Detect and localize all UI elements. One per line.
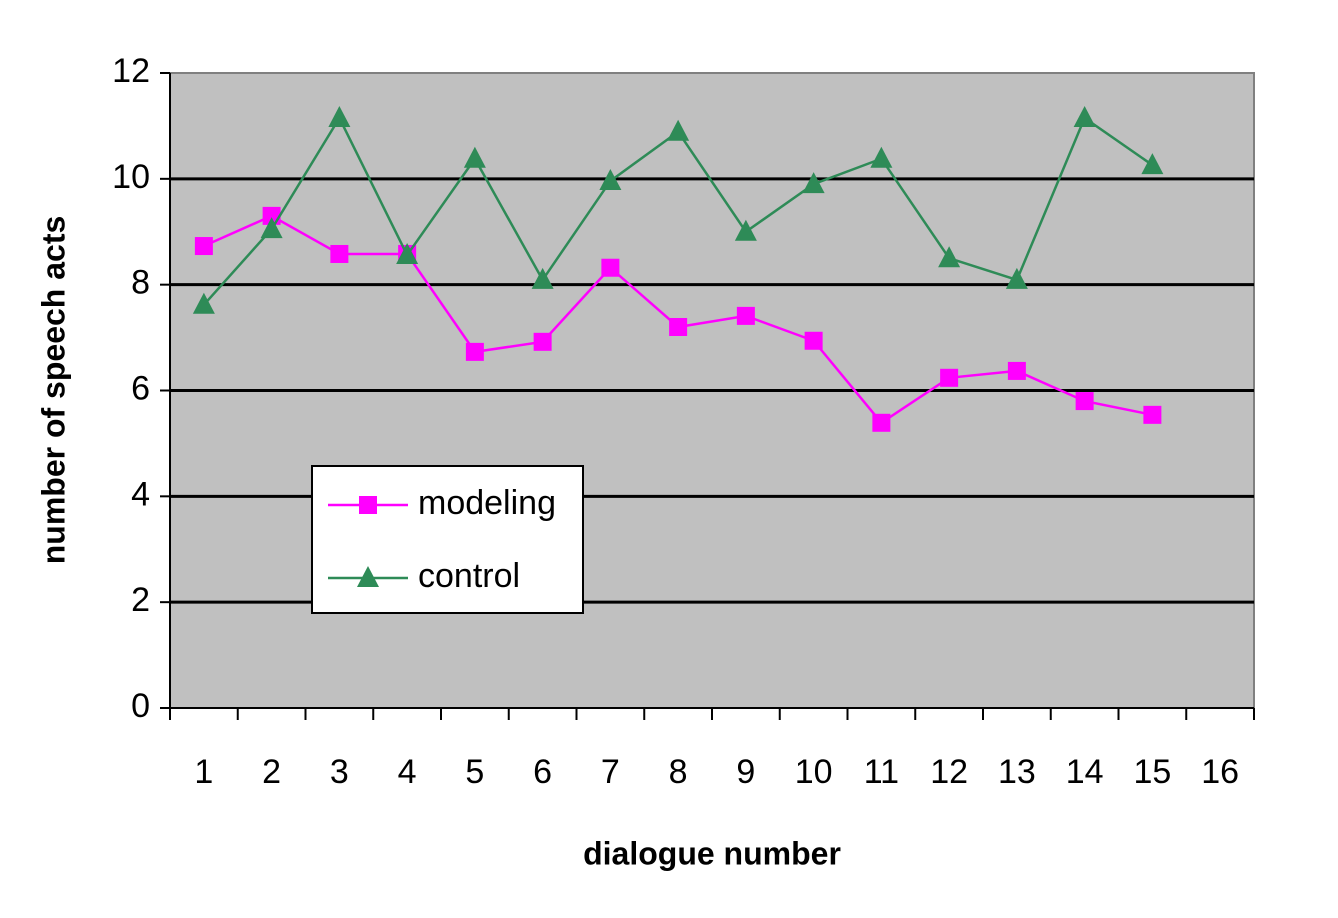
marker [1005, 267, 1028, 289]
y-tick-label: 8 [131, 264, 150, 302]
legend-box [311, 465, 584, 614]
x-tick-label: 15 [1133, 753, 1171, 791]
x-tick-label: 10 [795, 753, 833, 791]
marker [734, 219, 757, 241]
x-tick-label: 11 [864, 753, 899, 791]
x-tick-label: 1 [194, 753, 213, 791]
marker [1143, 405, 1162, 424]
marker [533, 332, 552, 351]
legend-label: modeling [418, 484, 556, 522]
y-axis-title: number of speech acts [35, 216, 71, 565]
y-tick-label: 0 [131, 687, 150, 725]
x-axis-title: dialogue number [583, 835, 841, 871]
marker [599, 168, 622, 190]
marker [330, 244, 349, 263]
marker [1141, 153, 1164, 175]
x-tick-label: 5 [465, 753, 484, 791]
x-tick-label: 14 [1066, 753, 1104, 791]
y-tick-label: 4 [131, 475, 150, 513]
marker [396, 243, 419, 265]
x-tick-label: 16 [1201, 753, 1239, 791]
marker [601, 258, 620, 277]
marker [669, 318, 688, 336]
marker [938, 246, 961, 268]
marker [531, 267, 554, 289]
legend-marker [359, 496, 377, 514]
x-tick-label: 13 [998, 753, 1036, 791]
legend-marker [357, 566, 379, 587]
marker [463, 146, 486, 168]
y-tick-label: 6 [131, 369, 150, 407]
x-tick-label: 8 [669, 753, 688, 791]
marker [667, 119, 690, 141]
x-tick-label: 7 [601, 753, 620, 791]
legend-label: control [418, 557, 520, 595]
x-tick-label: 6 [533, 753, 552, 791]
y-tick-label: 10 [112, 158, 150, 196]
marker [1073, 105, 1096, 127]
x-tick-label: 4 [398, 753, 417, 791]
marker [940, 368, 959, 387]
marker [465, 342, 484, 361]
y-tick-label: 2 [131, 581, 150, 619]
marker [1075, 392, 1094, 411]
marker [1007, 361, 1026, 380]
x-tick-label: 3 [330, 753, 349, 791]
marker [802, 172, 825, 194]
marker [870, 146, 893, 168]
marker [872, 413, 891, 432]
legend: modeling control [311, 465, 584, 614]
marker [804, 331, 823, 350]
x-tick-label: 9 [736, 753, 755, 791]
marker [194, 237, 213, 256]
marker [736, 306, 755, 325]
x-tick-label: 12 [930, 753, 968, 791]
marker [260, 217, 283, 239]
y-tick-label: 12 [112, 52, 150, 90]
x-tick-label: 2 [262, 753, 281, 791]
marker [328, 105, 351, 127]
marker [192, 292, 215, 314]
